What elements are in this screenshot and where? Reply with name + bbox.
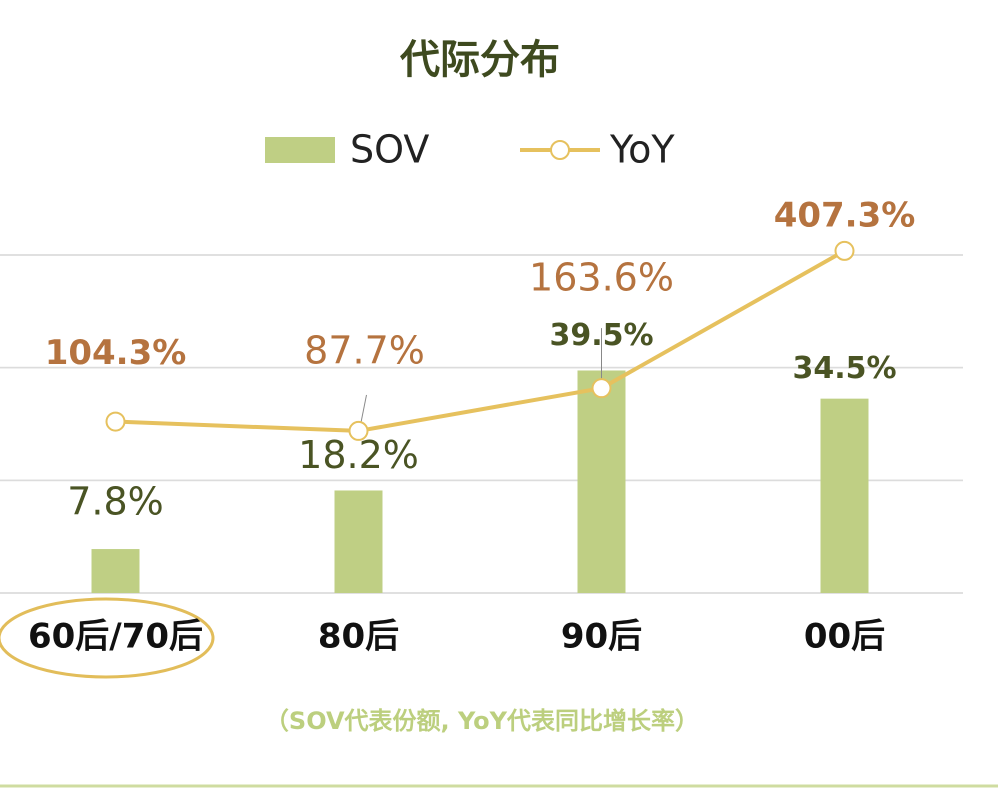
data-label: 34.5% [792, 351, 896, 386]
footnote: （SOV代表份额, YoY代表同比增长率） [265, 707, 699, 735]
x-tick-label: 80后 [318, 617, 399, 657]
line-marker [591, 378, 612, 399]
line-marker [105, 411, 126, 432]
x-tick-label: 90后 [561, 617, 642, 657]
x-tick-label: 60后/70后 [28, 617, 203, 657]
data-label: 407.3% [774, 195, 916, 235]
chart-title: 代际分布 [399, 37, 560, 83]
legend-label: YoY [609, 128, 675, 172]
legend-label: SOV [350, 128, 429, 172]
bar [577, 370, 626, 593]
legend-marker [550, 140, 570, 160]
line-marker [834, 240, 855, 261]
data-label: 7.8% [67, 480, 164, 524]
legend-swatch [265, 137, 335, 163]
leader-line [360, 394, 367, 426]
highlight-ellipse [0, 597, 215, 679]
bar [820, 398, 869, 593]
bar [334, 490, 383, 593]
line-marker [348, 420, 369, 441]
x-tick-label: 00后 [804, 617, 885, 657]
data-label: 87.7% [304, 328, 425, 372]
data-label: 163.6% [529, 256, 674, 300]
data-label: 104.3% [45, 333, 187, 373]
bar [91, 549, 140, 593]
line-series [115, 249, 846, 433]
